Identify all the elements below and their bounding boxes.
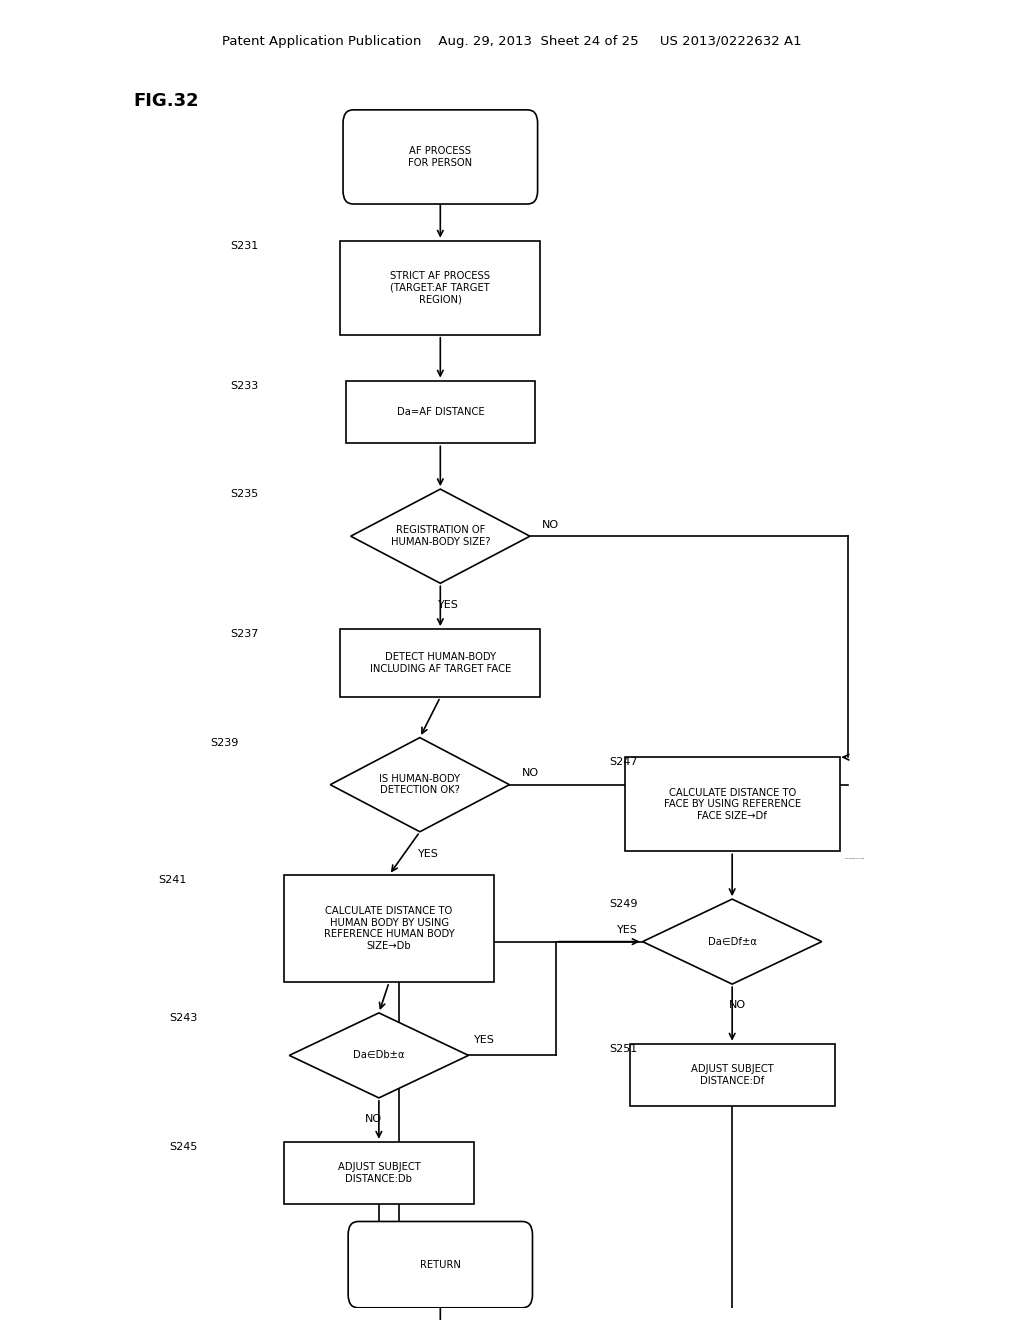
Bar — [340, 630, 541, 697]
Text: S235: S235 — [230, 490, 259, 499]
Text: S233: S233 — [230, 380, 259, 391]
Bar — [346, 380, 535, 444]
Text: STRICT AF PROCESS
(TARGET:AF TARGET
REGION): STRICT AF PROCESS (TARGET:AF TARGET REGI… — [390, 271, 490, 305]
Text: S247: S247 — [609, 758, 638, 767]
Polygon shape — [289, 1012, 469, 1098]
Text: RETURN: RETURN — [420, 1259, 461, 1270]
Text: FIG.32: FIG.32 — [133, 91, 199, 110]
Bar — [340, 240, 541, 335]
Text: NO: NO — [543, 520, 559, 529]
Text: NO: NO — [521, 768, 539, 779]
Text: S245: S245 — [169, 1142, 198, 1152]
Text: ADJUST SUBJECT
DISTANCE:Df: ADJUST SUBJECT DISTANCE:Df — [691, 1064, 773, 1086]
Bar — [625, 758, 840, 851]
Text: CALCULATE DISTANCE TO
FACE BY USING REFERENCE
FACE SIZE→Df: CALCULATE DISTANCE TO FACE BY USING REFE… — [664, 788, 801, 821]
Polygon shape — [643, 899, 821, 985]
Text: DETECT HUMAN-BODY
INCLUDING AF TARGET FACE: DETECT HUMAN-BODY INCLUDING AF TARGET FA… — [370, 652, 511, 673]
Text: S251: S251 — [609, 1044, 638, 1053]
Text: Da∈Db±α: Da∈Db±α — [353, 1051, 404, 1060]
Bar — [285, 875, 495, 982]
Text: NO: NO — [729, 999, 745, 1010]
Text: YES: YES — [438, 601, 459, 610]
Bar — [630, 1044, 835, 1106]
Text: S237: S237 — [230, 630, 259, 639]
FancyBboxPatch shape — [343, 110, 538, 205]
Polygon shape — [350, 490, 530, 583]
Text: Patent Application Publication    Aug. 29, 2013  Sheet 24 of 25     US 2013/0222: Patent Application Publication Aug. 29, … — [222, 36, 802, 49]
Polygon shape — [330, 738, 509, 832]
Text: CALCULATE DISTANCE TO
HUMAN BODY BY USING
REFERENCE HUMAN BODY
SIZE→Db: CALCULATE DISTANCE TO HUMAN BODY BY USIN… — [324, 906, 455, 950]
Text: Da=AF DISTANCE: Da=AF DISTANCE — [396, 407, 484, 417]
Text: ADJUST SUBJECT
DISTANCE:Db: ADJUST SUBJECT DISTANCE:Db — [338, 1163, 420, 1184]
Bar — [284, 1142, 473, 1204]
Text: Da∈Df±α: Da∈Df±α — [708, 937, 757, 946]
Text: S241: S241 — [159, 875, 187, 884]
Text: REGISTRATION OF
HUMAN-BODY SIZE?: REGISTRATION OF HUMAN-BODY SIZE? — [390, 525, 490, 546]
Text: S239: S239 — [210, 738, 239, 747]
Text: YES: YES — [473, 1035, 495, 1045]
FancyBboxPatch shape — [348, 1221, 532, 1308]
Text: YES: YES — [616, 925, 637, 935]
Text: S249: S249 — [609, 899, 638, 909]
Text: S243: S243 — [169, 1012, 198, 1023]
Text: S231: S231 — [230, 240, 259, 251]
Text: NO: NO — [366, 1114, 382, 1123]
Text: IS HUMAN-BODY
DETECTION OK?: IS HUMAN-BODY DETECTION OK? — [379, 774, 461, 796]
Text: YES: YES — [418, 849, 438, 859]
Text: AF PROCESS
FOR PERSON: AF PROCESS FOR PERSON — [409, 147, 472, 168]
